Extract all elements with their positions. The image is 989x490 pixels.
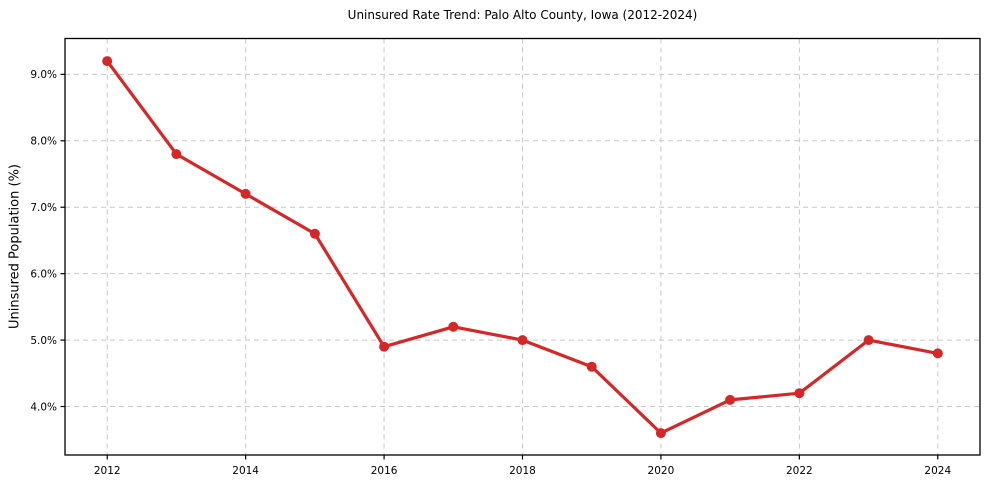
data-point-2020 [655,428,666,439]
data-point-2018 [517,335,528,346]
axes: 4.0% 5.0% 6.0% 7.0% 8.0% 9.0% 2012 2014 2016 2018… [30,69,951,477]
y-tick-label: 5.0% [30,335,57,347]
data-point-2019 [586,361,597,372]
data-point-2023 [863,335,874,346]
y-tick-label: 8.0% [30,136,57,148]
data-point-2017 [448,321,459,332]
plot-border [64,37,981,456]
x-tick-label: 2018 [509,465,536,477]
data-point-2012 [102,56,113,67]
x-tick-label: 2012 [94,465,121,477]
data-point-2022 [794,388,805,399]
data-points [102,56,943,439]
data-point-2024 [932,348,943,359]
y-tick-label: 9.0% [30,69,57,81]
data-point-2013 [171,149,182,160]
x-tick-label: 2016 [371,465,398,477]
gridlines [65,38,980,455]
x-tick-label: 2024 [924,465,951,477]
data-point-2015 [309,228,320,239]
data-point-2021 [725,394,736,405]
y-tick-label: 7.0% [30,202,57,214]
chart-title: Uninsured Rate Trend: Palo Alto County, … [347,8,698,22]
y-tick-label: 4.0% [30,401,57,413]
data-point-2016 [379,341,390,352]
data-point-2014 [240,188,251,199]
x-tick-label: 2020 [648,465,675,477]
y-tick-label: 6.0% [30,268,57,280]
x-tick-label: 2014 [232,465,259,477]
x-tick-label: 2022 [786,465,813,477]
